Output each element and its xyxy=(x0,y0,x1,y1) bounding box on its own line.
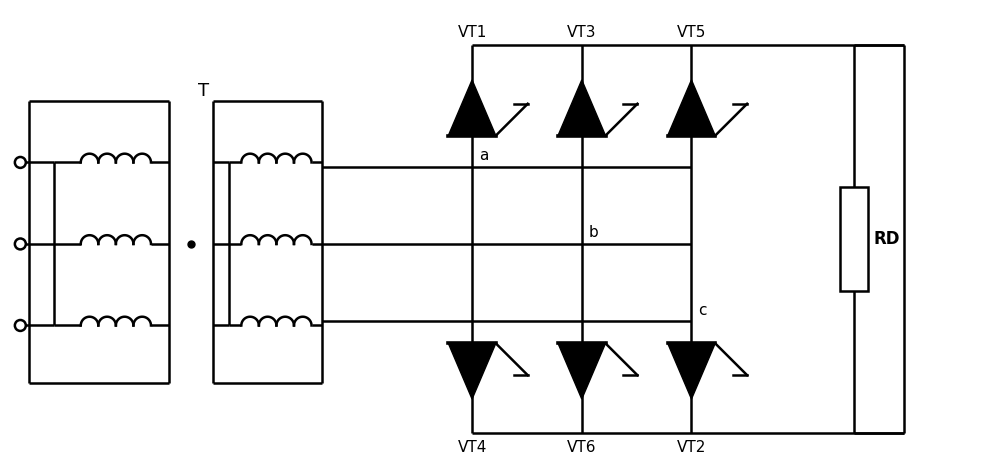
Polygon shape xyxy=(448,343,496,399)
Text: RD: RD xyxy=(874,230,900,248)
Text: VT3: VT3 xyxy=(567,25,597,40)
Text: VT6: VT6 xyxy=(567,440,597,455)
Text: T: T xyxy=(198,82,209,100)
Polygon shape xyxy=(668,80,715,135)
Text: b: b xyxy=(589,225,599,240)
Polygon shape xyxy=(558,80,606,135)
Text: a: a xyxy=(479,148,488,163)
Polygon shape xyxy=(558,343,606,399)
Text: VT4: VT4 xyxy=(457,440,487,455)
Polygon shape xyxy=(668,343,715,399)
Text: VT5: VT5 xyxy=(677,25,706,40)
Text: VT2: VT2 xyxy=(677,440,706,455)
Text: VT1: VT1 xyxy=(457,25,487,40)
Text: c: c xyxy=(698,303,707,318)
FancyBboxPatch shape xyxy=(840,187,868,291)
Polygon shape xyxy=(448,80,496,135)
